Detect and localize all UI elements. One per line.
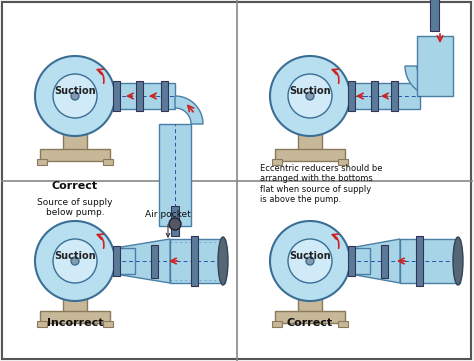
Bar — [113, 246, 120, 276]
Bar — [63, 295, 87, 313]
Bar — [37, 159, 47, 165]
Bar — [298, 295, 322, 313]
Bar — [159, 124, 191, 226]
Text: Correct: Correct — [52, 181, 98, 191]
Circle shape — [53, 239, 97, 283]
Bar — [191, 236, 199, 286]
Text: Incorrect: Incorrect — [47, 318, 103, 328]
Bar — [338, 159, 348, 165]
Text: Source of supply
below pump.: Source of supply below pump. — [37, 198, 113, 217]
Circle shape — [35, 56, 115, 136]
Bar — [113, 81, 120, 111]
Polygon shape — [175, 96, 203, 124]
Bar — [417, 236, 423, 286]
Polygon shape — [350, 239, 400, 283]
Text: Air pocket: Air pocket — [145, 210, 191, 237]
Bar — [170, 239, 225, 283]
Bar — [171, 206, 179, 236]
Circle shape — [53, 74, 97, 118]
Bar — [115, 248, 135, 274]
Circle shape — [71, 92, 79, 100]
Bar — [298, 133, 322, 151]
Text: Correct: Correct — [287, 318, 333, 328]
Bar — [272, 321, 282, 327]
Bar — [382, 244, 389, 278]
Bar — [275, 149, 345, 161]
Bar — [372, 81, 379, 111]
Bar — [348, 81, 356, 111]
Bar — [137, 81, 144, 111]
Circle shape — [288, 239, 332, 283]
Bar — [417, 36, 453, 96]
Circle shape — [270, 221, 350, 301]
Bar — [350, 248, 370, 274]
Text: Eccentric reducers should be
arranged with the bottoms
flat when source of suppl: Eccentric reducers should be arranged wi… — [260, 164, 383, 204]
Ellipse shape — [453, 237, 463, 285]
Circle shape — [306, 92, 314, 100]
Ellipse shape — [218, 237, 228, 285]
Bar — [152, 244, 158, 278]
Bar — [400, 239, 460, 283]
Circle shape — [71, 257, 79, 265]
Bar — [103, 159, 113, 165]
Text: Suction: Suction — [289, 251, 331, 261]
Bar — [40, 149, 110, 161]
Bar — [63, 133, 87, 151]
Circle shape — [35, 221, 115, 301]
Circle shape — [270, 56, 350, 136]
Bar — [350, 83, 420, 109]
Circle shape — [306, 257, 314, 265]
Bar — [103, 321, 113, 327]
Polygon shape — [115, 239, 170, 283]
FancyBboxPatch shape — [2, 2, 471, 359]
Bar — [162, 81, 168, 111]
Text: Suction: Suction — [289, 86, 331, 96]
Bar — [272, 159, 282, 165]
Circle shape — [288, 74, 332, 118]
Bar — [348, 246, 356, 276]
Circle shape — [169, 218, 181, 230]
Bar — [338, 321, 348, 327]
Text: Suction: Suction — [54, 251, 96, 261]
Polygon shape — [405, 66, 435, 96]
Bar — [392, 81, 399, 111]
Text: Suction: Suction — [54, 86, 96, 96]
Bar — [430, 0, 439, 31]
Bar — [40, 311, 110, 323]
Bar — [115, 83, 175, 109]
Bar — [275, 311, 345, 323]
Bar — [37, 321, 47, 327]
